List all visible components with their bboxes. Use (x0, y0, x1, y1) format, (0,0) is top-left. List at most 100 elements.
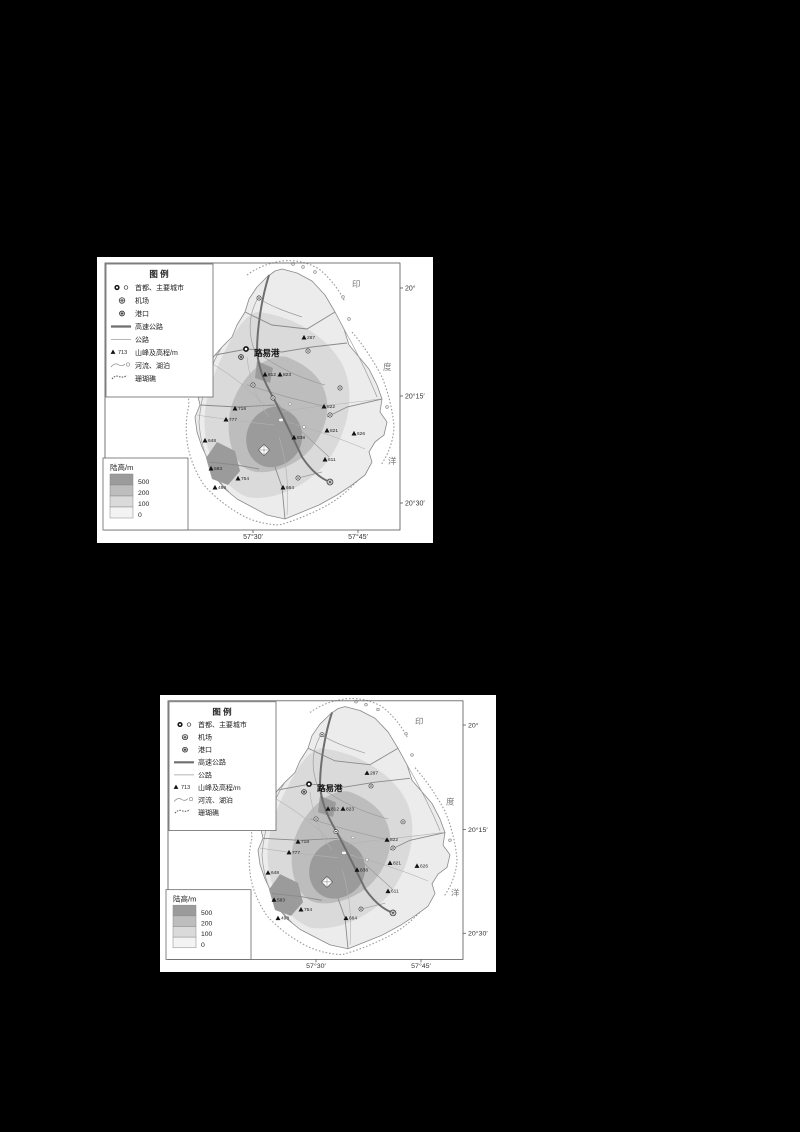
peak-marker: 822 (384, 837, 398, 843)
peak-marker: 626 (351, 430, 365, 437)
elevation-swatch (109, 484, 134, 497)
elevation-title: 陆高/m (173, 894, 196, 903)
peak-elevation-label: 777 (229, 417, 237, 423)
ocean-label: 度 (383, 362, 392, 372)
offshore-islets (354, 700, 452, 842)
legend-item-label: 河流、湖泊 (198, 796, 233, 805)
peak-marker: 821 (387, 860, 401, 866)
peak-marker: 718 (232, 405, 246, 412)
legend-item-label: 高速公路 (198, 758, 226, 767)
peak-elevation-label: 812 (268, 372, 276, 378)
legend-item-port: 港口 (182, 745, 212, 754)
peak-marker: 822 (321, 403, 335, 410)
peak-elevation-label: 754 (304, 907, 312, 913)
peak-elevation-label: 626 (420, 863, 428, 869)
city-marker (358, 906, 364, 912)
map-frame (104, 262, 401, 531)
peak-elevation-label: 838 (360, 867, 368, 873)
elevation-value-label: 0 (201, 942, 205, 949)
legend-item-airport: 机场 (118, 296, 149, 305)
map-figure-bottom: 287 812 823 718 777 822 838 821 626 648 611 583 754 4… (160, 695, 496, 972)
peak-marker: 838 (354, 867, 368, 873)
elevation-title: 陆高/m (110, 462, 133, 472)
peak-marker: 287 (301, 334, 315, 341)
city-marker (295, 475, 301, 481)
peak-marker: 498 (275, 915, 289, 922)
peak-marker: 823 (340, 806, 354, 812)
legend-peak-sample: 713 (181, 785, 190, 791)
peak-elevation-label: 648 (208, 438, 216, 444)
legend-item-label: 公路 (135, 335, 149, 344)
district-boundaries (199, 311, 383, 520)
ocean-label: 洋 (451, 888, 460, 898)
peak-elevation-label: 822 (327, 404, 335, 410)
legend-item-road: 公路 (111, 335, 149, 344)
legend-item-label: 公路 (198, 770, 212, 779)
peak-elevation-label: 718 (238, 406, 246, 412)
elevation-swatch (109, 473, 134, 486)
legend-title: 图 例 (149, 269, 169, 279)
lon-tick-label: 57°45′ (348, 533, 368, 541)
peak-marker: 611 (385, 888, 399, 895)
offshore-islets (291, 262, 389, 409)
city-marker (319, 732, 325, 738)
peak-elevation-label: 498 (281, 916, 289, 922)
elevation-swatch (172, 904, 197, 917)
peak-marker: 823 (277, 371, 291, 378)
ocean-label: 度 (446, 797, 455, 807)
elevation-swatch (172, 926, 197, 938)
legend-border (105, 263, 214, 398)
city-marker (313, 816, 319, 822)
lon-tick-label: 57°45′ (411, 962, 431, 970)
port-marker (301, 789, 307, 795)
peak-marker: 718 (295, 839, 309, 845)
legend-item-label: 珊瑚礁 (198, 808, 219, 817)
peak-marker: 583 (208, 465, 222, 472)
peak-marker: 812 (325, 806, 339, 812)
legend-item-airport: 机场 (181, 733, 212, 742)
lat-tick-label: 20° (405, 285, 416, 293)
elevation-swatch (109, 506, 134, 519)
lat-tick-label: 20°30′ (468, 930, 488, 938)
legend-item-label: 港口 (198, 745, 212, 754)
map-figure-top: 287 812 823 718 777 822 838 821 626 648 611 583 754 4… (97, 257, 433, 543)
airport-marker (389, 909, 397, 917)
legend-item-label: 珊瑚礁 (135, 374, 156, 383)
legend-item-label: 首都、主要城市 (135, 283, 184, 292)
elevation-legend: 陆高/m 500 200 100 0 (165, 889, 252, 960)
peak-marker: 648 (265, 870, 279, 876)
capital-marker (243, 346, 249, 352)
peak-marker: 626 (414, 863, 428, 869)
legend-item-peak-elevation: 713 山峰及高程/m (173, 783, 241, 792)
legend-item-label: 机场 (135, 296, 149, 305)
ocean-label: 洋 (388, 456, 397, 466)
peak-elevation-label: 611 (328, 457, 336, 463)
lat-tick-label: 20°15′ (468, 826, 488, 834)
peak-elevation-label: 823 (346, 806, 354, 812)
peak-marker: 583 (271, 897, 285, 903)
ocean-label: 印 (415, 716, 424, 726)
peak-marker: 754 (298, 907, 312, 913)
elevation-value-label: 200 (201, 921, 213, 928)
legend-item-capital-major-city: 首都、主要城市 (177, 720, 247, 729)
peak-elevation-label: 838 (297, 435, 305, 441)
peak-elevation-label: 822 (390, 837, 398, 843)
legend-item-label: 高速公路 (135, 322, 163, 331)
peak-marker: 777 (286, 849, 300, 856)
city-marker (305, 348, 311, 354)
peak-elevation-label: 648 (271, 870, 279, 876)
reservoir-symbol (257, 443, 271, 457)
port-marker (238, 354, 244, 360)
elevation-swatch (172, 936, 197, 949)
elevation-value-label: 500 (201, 910, 213, 917)
lat-tick-label: 20° (468, 722, 479, 730)
city-marker (327, 412, 333, 418)
legend-item-peak-elevation: 713 山峰及高程/m (110, 348, 178, 357)
peak-marker: 821 (324, 427, 338, 434)
peak-marker: 664 (280, 484, 294, 491)
city-marker (250, 382, 256, 388)
